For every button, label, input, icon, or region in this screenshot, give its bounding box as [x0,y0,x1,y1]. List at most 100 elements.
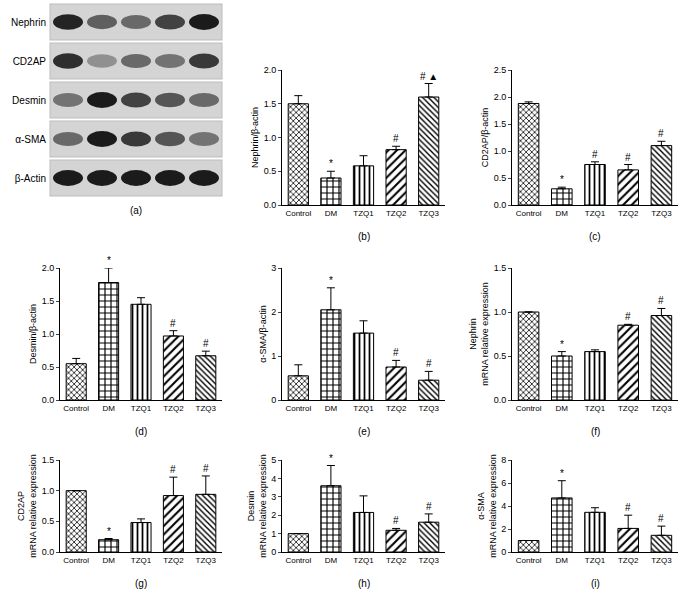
svg-text:0.5: 0.5 [494,173,507,183]
svg-text:TZQ2: TZQ2 [163,556,184,565]
svg-text:1.0: 1.0 [494,146,507,156]
svg-text:#: # [170,464,176,475]
svg-text:TZQ2: TZQ2 [618,209,639,218]
svg-text:β-Actin: β-Actin [15,173,46,184]
svg-text:TZQ3: TZQ3 [651,209,672,218]
svg-text:0.0: 0.0 [42,547,55,557]
svg-text:4: 4 [271,474,276,484]
svg-text:#: # [203,463,209,474]
svg-text:Control: Control [516,404,542,413]
svg-text:2: 2 [271,510,276,520]
svg-text:#: # [426,358,432,369]
svg-text:(g): (g) [135,578,147,589]
svg-text:*: * [560,468,564,479]
svg-text:#: # [393,133,399,144]
svg-text:TZQ2: TZQ2 [618,556,639,565]
svg-text:TZQ2: TZQ2 [163,404,184,413]
svg-text:1.0: 1.0 [264,133,277,143]
svg-text:3: 3 [271,263,276,273]
svg-text:#: # [393,515,399,526]
svg-text:CD2APmRNA relative expression: CD2APmRNA relative expression [16,454,38,558]
svg-text:(c): (c) [589,231,601,242]
svg-text:TZQ1: TZQ1 [353,404,374,413]
svg-text:Control: Control [516,209,542,218]
svg-text:0.5: 0.5 [264,166,277,176]
svg-text:(d): (d) [135,426,147,437]
svg-text:TZQ1: TZQ1 [353,209,374,218]
svg-text:(h): (h) [358,578,370,589]
svg-text:#: # [658,295,664,306]
svg-text:TZQ3: TZQ3 [651,404,672,413]
svg-text:#: # [170,318,176,329]
svg-text:2: 2 [501,524,506,534]
svg-text:1.5: 1.5 [42,296,55,306]
svg-text:Control: Control [63,556,89,565]
svg-text:0.0: 0.0 [264,200,277,210]
svg-text:2.5: 2.5 [494,65,507,75]
svg-text:1: 1 [271,529,276,539]
svg-text:0.0: 0.0 [42,395,55,405]
svg-text:0.0: 0.0 [494,395,507,405]
svg-text:DM: DM [325,556,338,565]
svg-text:Control: Control [63,404,89,413]
svg-text:0.5: 0.5 [42,516,55,526]
svg-text:1.0: 1.0 [494,307,507,317]
svg-text:CD2AP: CD2AP [13,56,47,67]
svg-text:DesminmRNA relative expression: DesminmRNA relative expression [246,454,268,558]
svg-text:0: 0 [271,547,276,557]
svg-text:5: 5 [271,455,276,465]
svg-text:TZQ3: TZQ3 [418,404,439,413]
svg-text:TZQ3: TZQ3 [196,556,217,565]
svg-text:TZQ1: TZQ1 [131,556,152,565]
svg-text:1.5: 1.5 [264,99,277,109]
svg-text:1: 1 [271,351,276,361]
svg-text:*: * [329,275,333,286]
svg-text:#: # [592,149,598,160]
svg-text:Desmin: Desmin [12,95,46,106]
svg-text:Control: Control [516,556,542,565]
svg-text:DM: DM [102,556,115,565]
svg-text:#: # [203,338,209,349]
svg-text:TZQ2: TZQ2 [386,556,407,565]
svg-text:1.5: 1.5 [494,119,507,129]
svg-text:#: # [625,152,631,163]
svg-text:1.5: 1.5 [42,455,55,465]
svg-text:#: # [393,347,399,358]
svg-text:Nephrin: Nephrin [11,17,46,28]
svg-text:#: # [658,513,664,524]
svg-text:TZQ1: TZQ1 [131,404,152,413]
svg-text:*: * [560,174,564,185]
svg-text:TZQ3: TZQ3 [418,556,439,565]
svg-text:TZQ2: TZQ2 [618,404,639,413]
svg-text:TZQ1: TZQ1 [585,209,606,218]
svg-text:Nephrin/β-actin: Nephrin/β-actin [250,107,260,168]
svg-text:0.5: 0.5 [494,351,507,361]
svg-text:1.0: 1.0 [42,486,55,496]
svg-text:Control: Control [285,404,311,413]
svg-text:#: # [658,128,664,139]
svg-text:#: # [426,501,432,512]
svg-text:(i): (i) [591,578,600,589]
svg-text:Desmin/β-actin: Desmin/β-actin [28,304,38,364]
svg-text:*: * [107,255,111,266]
svg-text:TZQ2: TZQ2 [386,404,407,413]
svg-text:2.0: 2.0 [42,263,55,273]
svg-text:(b): (b) [358,231,370,242]
svg-text:DM: DM [325,404,338,413]
svg-text:TZQ1: TZQ1 [585,556,606,565]
svg-text:DM: DM [556,209,569,218]
svg-text:NephrinmRNA relative expressio: NephrinmRNA relative expression [468,282,490,386]
svg-text:TZQ2: TZQ2 [386,209,407,218]
svg-text:2: 2 [271,307,276,317]
svg-text:#: # [625,502,631,513]
svg-text:TZQ1: TZQ1 [585,404,606,413]
svg-text:DM: DM [556,556,569,565]
svg-text:1.0: 1.0 [42,329,55,339]
svg-text:α-SMA: α-SMA [15,134,46,145]
svg-text:TZQ3: TZQ3 [418,209,439,218]
svg-text:4: 4 [501,501,506,511]
svg-text:0.0: 0.0 [494,200,507,210]
svg-text:(f): (f) [591,426,600,437]
svg-text:2.0: 2.0 [494,92,507,102]
svg-text:TZQ3: TZQ3 [651,556,672,565]
